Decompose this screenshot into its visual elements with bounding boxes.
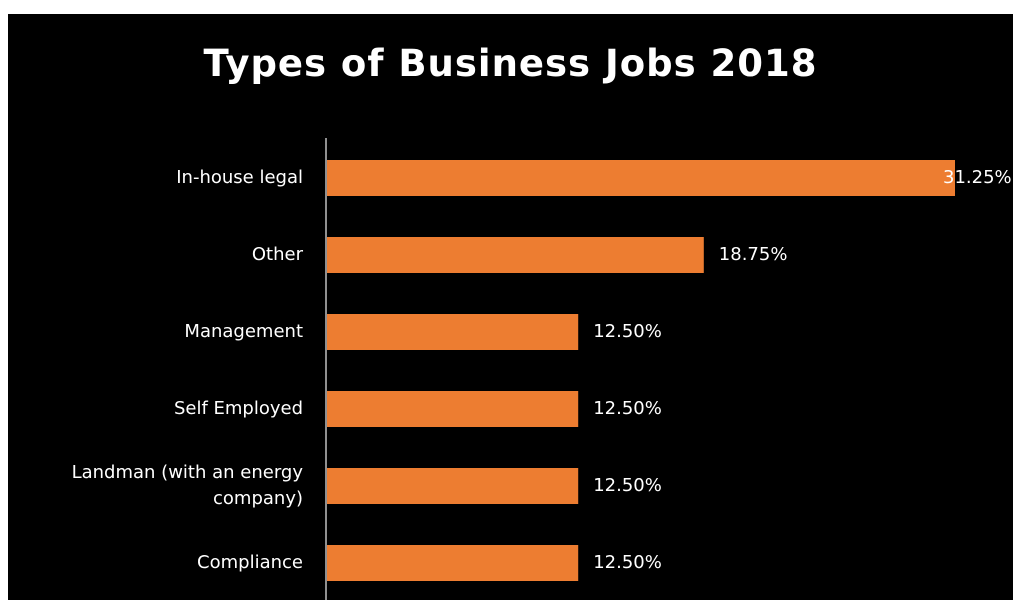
category-label: Other xyxy=(251,244,303,265)
value-label: 12.50% xyxy=(593,552,662,573)
bar xyxy=(327,160,955,196)
category-label: In-house legal xyxy=(176,167,303,188)
value-label: 18.75% xyxy=(718,244,788,265)
bar xyxy=(327,314,579,350)
category-label: Compliance xyxy=(197,552,303,573)
bar xyxy=(327,237,704,273)
bar-chart xyxy=(325,138,955,600)
value-label: 12.50% xyxy=(593,475,662,496)
chart-title: Types of Business Jobs 2018 xyxy=(203,42,818,85)
bar xyxy=(327,468,579,504)
value-label: 12.50% xyxy=(593,321,662,342)
category-label: Landman (with an energy company) xyxy=(71,462,303,509)
category-label: Self Employed xyxy=(173,398,303,419)
bar xyxy=(327,391,579,427)
bar xyxy=(327,545,579,581)
category-label: Management xyxy=(184,321,303,342)
value-label: 12.50% xyxy=(593,398,662,419)
chart-panel: Types of Business Jobs 2018 In-house leg… xyxy=(8,14,1013,600)
value-label: 31.25% xyxy=(943,167,1012,188)
